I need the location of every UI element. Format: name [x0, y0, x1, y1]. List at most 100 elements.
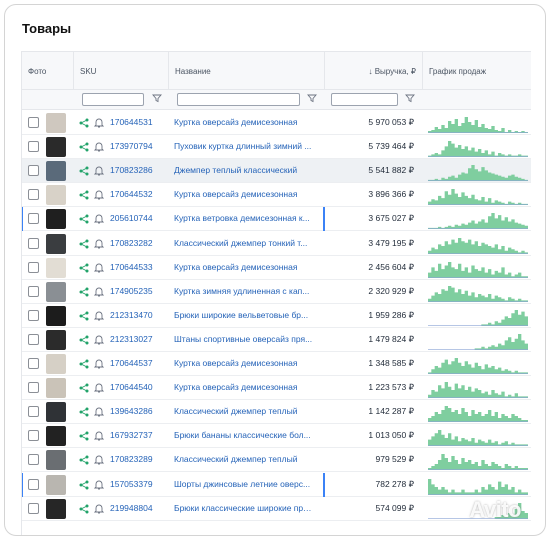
- table-row[interactable]: 212313470 Брюки широкие вельветовые бр...…: [22, 304, 531, 328]
- row-checkbox[interactable]: [28, 333, 39, 345]
- table-row[interactable]: 139643286 Классический джемпер теплый 1 14…: [22, 400, 531, 425]
- product-photo[interactable]: [46, 305, 66, 326]
- bell-icon[interactable]: [94, 334, 104, 345]
- product-photo[interactable]: [46, 378, 66, 399]
- product-name-link[interactable]: Джемпер теплый классический: [174, 165, 298, 176]
- bell-icon[interactable]: [94, 358, 104, 369]
- sku-filter-input[interactable]: [82, 93, 144, 106]
- product-name-link[interactable]: Брюки широкие вельветовые бр...: [174, 309, 309, 320]
- product-name-link[interactable]: Штаны спортивные оверсайз пря...: [174, 333, 313, 344]
- share-icon[interactable]: [79, 166, 89, 176]
- row-checkbox[interactable]: [28, 309, 39, 321]
- share-icon[interactable]: [79, 431, 89, 441]
- product-name-link[interactable]: Куртка оверсайз демисезонная: [174, 261, 298, 272]
- bell-icon[interactable]: [94, 213, 104, 224]
- share-icon[interactable]: [79, 214, 89, 224]
- share-icon[interactable]: [79, 239, 89, 249]
- bell-icon[interactable]: [94, 117, 104, 128]
- revenue-filter-input[interactable]: [331, 93, 398, 106]
- bell-icon[interactable]: [94, 165, 104, 176]
- product-photo[interactable]: [46, 137, 66, 158]
- row-checkbox[interactable]: [28, 237, 39, 249]
- table-row[interactable]: 170823289 Классический джемпер теплый 979 …: [22, 448, 531, 473]
- product-name-link[interactable]: Брюки бананы классические бол...: [174, 430, 311, 441]
- share-icon[interactable]: [79, 359, 89, 369]
- table-row[interactable]: 212313027 Штаны спортивные оверсайз пря..…: [22, 328, 531, 352]
- sku-link[interactable]: 212313027: [110, 333, 153, 344]
- col-chart-header[interactable]: График продаж: [429, 66, 487, 76]
- table-row[interactable]: 174905235 Куртка зимняя удлиненная с кап.…: [22, 280, 531, 304]
- row-checkbox[interactable]: [28, 358, 39, 369]
- row-checkbox[interactable]: [28, 117, 39, 128]
- row-checkbox[interactable]: [28, 261, 39, 273]
- table-row[interactable]: 170823286 Джемпер теплый классический 5 54…: [22, 159, 531, 184]
- product-photo[interactable]: [46, 233, 66, 254]
- bell-icon[interactable]: [94, 406, 104, 417]
- sku-link[interactable]: 174905235: [110, 285, 153, 296]
- product-name-link[interactable]: Пуховик куртка длинный зимний ...: [174, 141, 312, 152]
- product-name-link[interactable]: Шорты джинсовые летние оверс...: [174, 478, 311, 489]
- row-checkbox[interactable]: [28, 430, 39, 442]
- sku-link[interactable]: 173970794: [110, 141, 153, 152]
- row-checkbox[interactable]: [28, 165, 39, 177]
- sku-link[interactable]: 212313470: [110, 309, 153, 320]
- share-icon[interactable]: [79, 407, 89, 417]
- table-row[interactable]: 167932737 Брюки бананы классические бол..…: [22, 424, 531, 449]
- table-row[interactable]: 170823282 Классический джемпер тонкий т..…: [22, 232, 531, 256]
- product-photo[interactable]: [46, 257, 66, 278]
- share-icon[interactable]: [79, 263, 89, 273]
- table-row[interactable]: 170644533 Куртка оверсайз демисезонная 2 4…: [22, 256, 531, 280]
- bell-icon[interactable]: [94, 382, 104, 393]
- product-photo[interactable]: [46, 185, 66, 206]
- bell-icon[interactable]: [94, 141, 104, 152]
- table-row[interactable]: 205610744 Куртка ветровка демисезонная к.…: [22, 207, 531, 232]
- share-icon[interactable]: [79, 383, 89, 393]
- filter-icon[interactable]: [152, 93, 162, 103]
- sku-link[interactable]: 139643286: [110, 406, 153, 417]
- product-name-link[interactable]: Куртка зимняя удлиненная с кап...: [174, 285, 310, 296]
- sku-link[interactable]: 205610744: [110, 213, 153, 224]
- product-name-link[interactable]: Классический джемпер теплый: [174, 406, 298, 417]
- product-name-link[interactable]: Куртка оверсайз демисезонная: [174, 117, 298, 127]
- sku-link[interactable]: 170644532: [110, 189, 153, 200]
- product-name-link[interactable]: Брюки классические широкие пря...: [174, 502, 314, 513]
- row-checkbox[interactable]: [28, 141, 39, 153]
- table-row[interactable]: 219948804 Брюки классические широкие пря.…: [22, 497, 531, 521]
- product-photo[interactable]: [46, 281, 66, 302]
- sku-link[interactable]: 170644531: [110, 117, 153, 127]
- share-icon[interactable]: [79, 504, 89, 514]
- product-photo[interactable]: [46, 354, 66, 374]
- share-icon[interactable]: [79, 142, 89, 152]
- row-checkbox[interactable]: [28, 189, 39, 201]
- col-sku-header[interactable]: SKU: [74, 52, 169, 90]
- share-icon[interactable]: [79, 455, 89, 465]
- table-row[interactable]: 170644531 Куртка оверсайз демисезонная 5 9…: [22, 111, 531, 135]
- table-row[interactable]: 170644537 Куртка оверсайз демисезонная 1 3…: [22, 352, 531, 376]
- bell-icon[interactable]: [94, 286, 104, 297]
- table-row[interactable]: 173970794 Пуховик куртка длинный зимний .…: [22, 135, 531, 160]
- row-checkbox[interactable]: [28, 454, 39, 466]
- sku-link[interactable]: 170644533: [110, 261, 153, 272]
- bell-icon[interactable]: [94, 479, 104, 490]
- row-checkbox[interactable]: [28, 478, 39, 490]
- row-checkbox[interactable]: [28, 213, 39, 225]
- sku-link[interactable]: 170644537: [110, 358, 153, 368]
- table-row[interactable]: 170644532 Куртка оверсайз демисезонная 3 8…: [22, 183, 531, 208]
- bell-icon[interactable]: [94, 430, 104, 441]
- product-name-link[interactable]: Куртка оверсайз демисезонная: [174, 189, 298, 200]
- product-photo[interactable]: [46, 426, 66, 447]
- sku-link[interactable]: 157053379: [110, 478, 153, 489]
- col-revenue-header[interactable]: ↓ Выручка, ₽: [325, 52, 423, 90]
- sku-link[interactable]: 170644540: [110, 382, 153, 393]
- product-name-link[interactable]: Куртка оверсайз демисезонная: [174, 382, 298, 393]
- sku-link[interactable]: 170823282: [110, 237, 153, 248]
- sku-link[interactable]: 219948804: [110, 502, 153, 513]
- table-row[interactable]: 170644540 Куртка оверсайз демисезонная 1 2…: [22, 376, 531, 401]
- share-icon[interactable]: [79, 480, 89, 490]
- col-name-header[interactable]: Название: [169, 52, 325, 90]
- filter-icon[interactable]: [405, 93, 415, 103]
- product-name-link[interactable]: Куртка ветровка демисезонная к...: [174, 213, 310, 224]
- sku-link[interactable]: 167932737: [110, 430, 153, 441]
- bell-icon[interactable]: [94, 238, 104, 249]
- product-name-link[interactable]: Классический джемпер тонкий т...: [174, 237, 308, 248]
